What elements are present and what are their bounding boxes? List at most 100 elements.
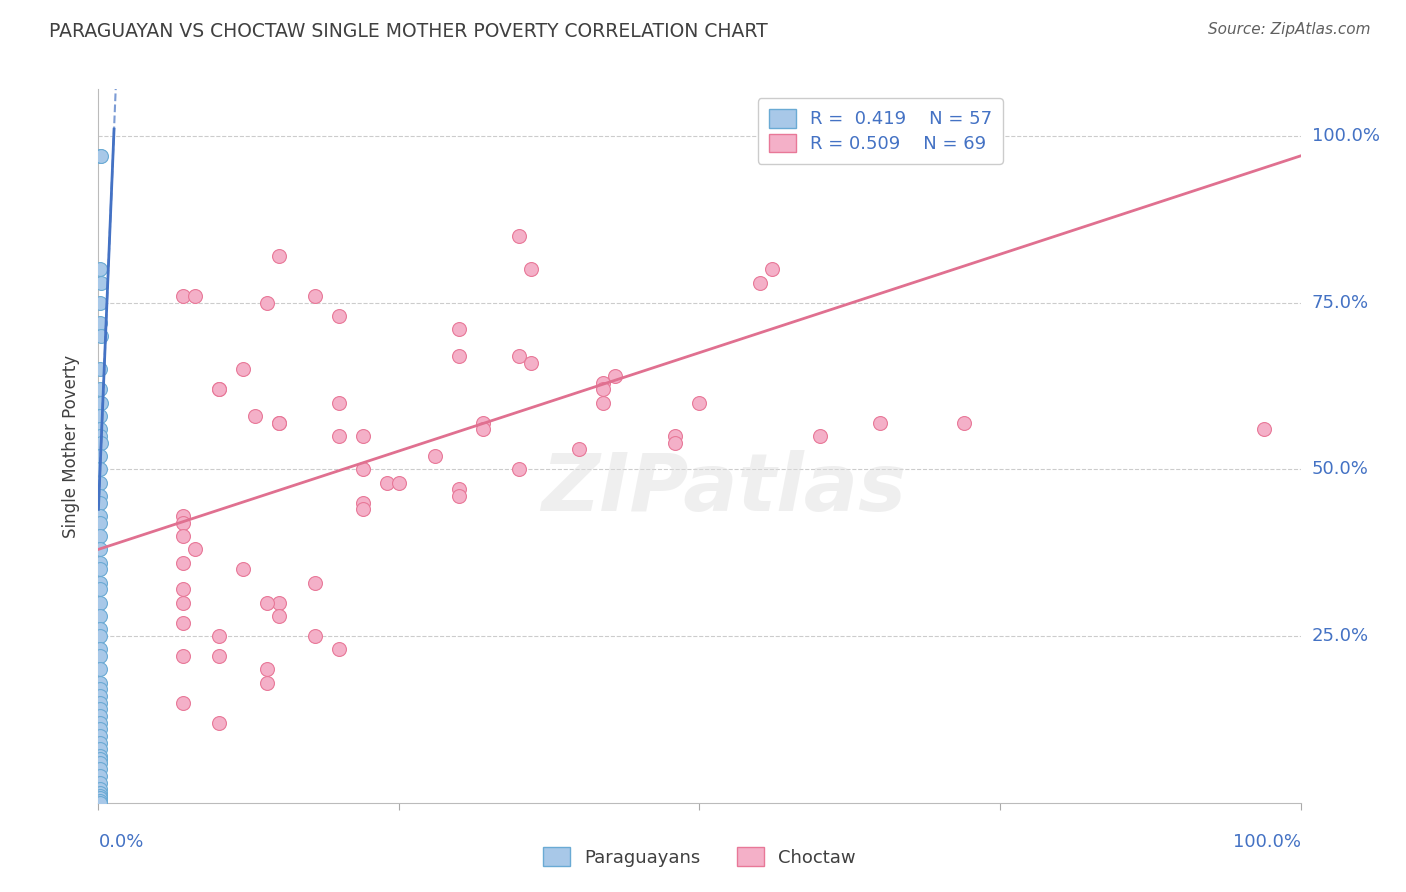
Point <box>89 769 111 783</box>
Text: 25.0%: 25.0% <box>1312 627 1369 645</box>
Point <box>592 376 614 390</box>
Point <box>304 575 326 590</box>
Point <box>89 689 111 703</box>
Point <box>664 435 686 450</box>
Point <box>208 715 231 730</box>
Point <box>89 516 111 530</box>
Point <box>352 496 374 510</box>
Point <box>89 682 111 697</box>
Point <box>304 289 326 303</box>
Point <box>256 675 278 690</box>
Point <box>89 702 111 716</box>
Point <box>761 262 783 277</box>
Point <box>172 509 194 524</box>
Point <box>267 249 290 263</box>
Point <box>388 475 411 490</box>
Point <box>89 496 111 510</box>
Point <box>89 763 111 777</box>
Legend: Paraguayans, Choctaw: Paraguayans, Choctaw <box>534 838 865 876</box>
Point <box>664 429 686 443</box>
Point <box>89 575 111 590</box>
Point <box>89 475 111 490</box>
Point <box>256 596 278 610</box>
Point <box>89 542 111 557</box>
Point <box>447 322 470 336</box>
Point <box>89 662 111 676</box>
Point <box>352 502 374 516</box>
Point <box>208 382 231 396</box>
Point <box>183 289 205 303</box>
Point <box>89 262 111 277</box>
Point <box>89 382 111 396</box>
Point <box>89 786 111 800</box>
Text: Source: ZipAtlas.com: Source: ZipAtlas.com <box>1208 22 1371 37</box>
Point <box>172 596 194 610</box>
Point <box>89 489 111 503</box>
Point <box>89 791 111 805</box>
Point <box>508 228 530 243</box>
Point <box>256 662 278 676</box>
Point <box>89 752 111 766</box>
Point <box>605 368 627 383</box>
Point <box>89 736 111 750</box>
Point <box>172 516 194 530</box>
Point <box>89 756 111 770</box>
Point <box>232 362 254 376</box>
Point <box>808 429 831 443</box>
Point <box>89 509 111 524</box>
Point <box>267 596 290 610</box>
Point <box>89 742 111 756</box>
Point <box>508 462 530 476</box>
Point <box>90 435 112 450</box>
Y-axis label: Single Mother Poverty: Single Mother Poverty <box>62 354 80 538</box>
Point <box>172 582 194 597</box>
Point <box>89 749 111 764</box>
Point <box>447 483 470 497</box>
Point <box>89 715 111 730</box>
Text: PARAGUAYAN VS CHOCTAW SINGLE MOTHER POVERTY CORRELATION CHART: PARAGUAYAN VS CHOCTAW SINGLE MOTHER POVE… <box>49 22 768 41</box>
Point <box>89 789 111 804</box>
Point <box>89 782 111 797</box>
Point <box>89 609 111 624</box>
Point <box>89 316 111 330</box>
Point <box>472 422 495 436</box>
Point <box>328 642 350 657</box>
Point <box>208 649 231 664</box>
Point <box>89 582 111 597</box>
Point <box>375 475 398 490</box>
Point <box>688 395 710 409</box>
Point <box>520 356 543 370</box>
Point <box>89 149 111 163</box>
Point <box>267 416 290 430</box>
Point <box>89 562 111 576</box>
Point <box>89 794 111 808</box>
Point <box>592 395 614 409</box>
Point <box>90 329 112 343</box>
Point <box>89 449 111 463</box>
Point <box>447 349 470 363</box>
Point <box>172 556 194 570</box>
Point <box>89 723 111 737</box>
Point <box>352 462 374 476</box>
Text: 100.0%: 100.0% <box>1233 833 1301 851</box>
Point <box>447 489 470 503</box>
Point <box>89 362 111 376</box>
Point <box>472 416 495 430</box>
Point <box>89 623 111 637</box>
Point <box>89 796 111 810</box>
Point <box>183 542 205 557</box>
Point <box>89 709 111 723</box>
Point <box>89 776 111 790</box>
Point <box>89 429 111 443</box>
Point <box>90 395 112 409</box>
Point <box>256 295 278 310</box>
Point <box>172 615 194 630</box>
Point <box>328 309 350 323</box>
Point <box>89 696 111 710</box>
Point <box>208 629 231 643</box>
Point <box>592 382 614 396</box>
Point <box>90 276 112 290</box>
Point <box>90 149 112 163</box>
Point <box>568 442 591 457</box>
Point <box>423 449 446 463</box>
